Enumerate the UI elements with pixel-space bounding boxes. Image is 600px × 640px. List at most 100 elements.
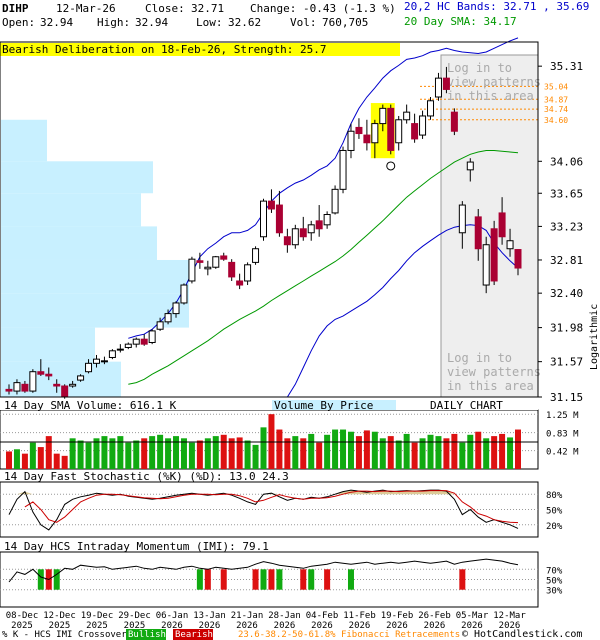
high-label: High: [97,16,130,29]
candle-body [37,371,45,375]
low-value: 32.62 [228,16,261,29]
crossover-bar [308,569,315,590]
price-axis-label: Logarithmic [589,304,600,370]
volume-bars [0,414,538,469]
volume-bar [228,438,235,469]
candle-body [252,248,260,263]
candle-body [458,204,466,234]
volume-bar [165,438,172,469]
candle-body [403,111,411,121]
volume-bar [355,436,362,469]
low-label: Low: [196,16,223,29]
candle-body [228,261,236,278]
volume-bar [204,438,211,469]
fib-legend: 23.6-38.2-50-61.8% Fibonacci Retracement… [238,630,460,640]
crossover-bar [300,569,307,590]
price-axis: 35.31 34.06 33.65 33.23 32.81 32.40 31.98 31.57… [538,60,583,404]
year-label: 2026 [386,621,408,631]
volume-bar [53,453,60,469]
stoch-panel-bg [0,481,539,538]
candle-body [427,100,435,117]
volume-bar [292,436,299,469]
stoch-tick-label: 20% [546,522,563,532]
volume-bar [77,440,84,469]
candle-body [196,260,204,263]
candle-body [220,255,228,260]
volume-bar [188,442,195,469]
volume-bar [236,437,243,469]
volume-bar [499,433,506,469]
volume-by-price [1,119,189,397]
candle-body [164,313,172,323]
crossover-bar [204,569,211,590]
volume-bar [29,442,36,469]
volume-bar [276,429,283,469]
candle-body [315,220,323,230]
price-tick-label: 33.23 [550,220,583,233]
candle-body [212,256,220,268]
change-value: -0.43 (-1.3 %) [303,2,396,15]
copyright[interactable]: © HotCandlestick.com [462,629,582,640]
candle-body [307,224,315,234]
volume-bar [141,438,148,469]
candle-body [379,107,387,125]
sma-label: 20 Day SMA: 34.17 [404,15,517,28]
price-tick-label: 35.31 [550,60,583,73]
date-label: 28-Jan [268,611,301,621]
crossover-bar [276,569,283,590]
candle-body [331,188,339,214]
price-panel: Bearish Deliberation on 18-Feb-26, Stren… [0,37,600,404]
volume-bar [6,451,12,469]
volume-bar [61,455,68,469]
imi-path [8,558,519,583]
year-label: 2026 [236,621,258,631]
volume-bar [260,427,267,469]
close-value: 32.71 [191,2,224,15]
login-box-top[interactable]: Log in to view patterns in this area [447,61,541,103]
fib-label: 35.04 [544,82,568,91]
imi-tick-label: 50% [546,577,563,587]
stoch-d-line [24,490,519,524]
vbp-bar [1,119,47,162]
login-line-3: in this area [447,379,534,393]
candle-body [69,383,77,387]
candle-body [291,228,299,246]
volume-bar [515,429,521,469]
candle-body [204,266,212,270]
year-label: 2025 [49,621,71,631]
date-label: 12-Dec [43,611,76,621]
candle-body [450,111,458,132]
candle-body [442,77,450,90]
vbp-label: Volume By Price [274,399,373,412]
candle-body [180,284,188,304]
login-line-2: view patterns [447,75,541,89]
login-shade-area [440,54,539,398]
candle-body [323,214,331,226]
crossover-bar [268,569,275,590]
candle-body [85,362,93,373]
volume-bar [403,433,410,469]
volume-bar [316,442,323,469]
volume-bar [387,436,394,469]
candle-body [244,264,252,282]
price-tick-label: 31.98 [550,322,583,335]
year-label: 2026 [499,621,521,631]
volume-bar [173,436,180,469]
volume-bar [363,430,370,469]
volume-panel: 14 Day SMA Volume: 616.1 K Volume By Pri… [0,399,579,470]
candle-body [490,228,498,282]
candle-body [53,383,61,387]
date-label: 11-Feb [343,611,376,621]
volume-bar [101,436,108,469]
vbp-bar [1,361,121,397]
imi-panel: 14 Day HCS Intraday Momentum (IMI): 79.1… [0,540,563,608]
sma-line [128,150,519,385]
imi-axis: 70%50%30% [546,566,563,596]
candles [5,66,522,399]
login-box-bottom[interactable]: Log in to view patterns in this area [447,351,541,393]
volume-bar [507,437,514,469]
volume-bar [125,442,132,469]
year-label: 2026 [274,621,296,631]
volume-tick-label: 1.25 M [546,411,579,421]
